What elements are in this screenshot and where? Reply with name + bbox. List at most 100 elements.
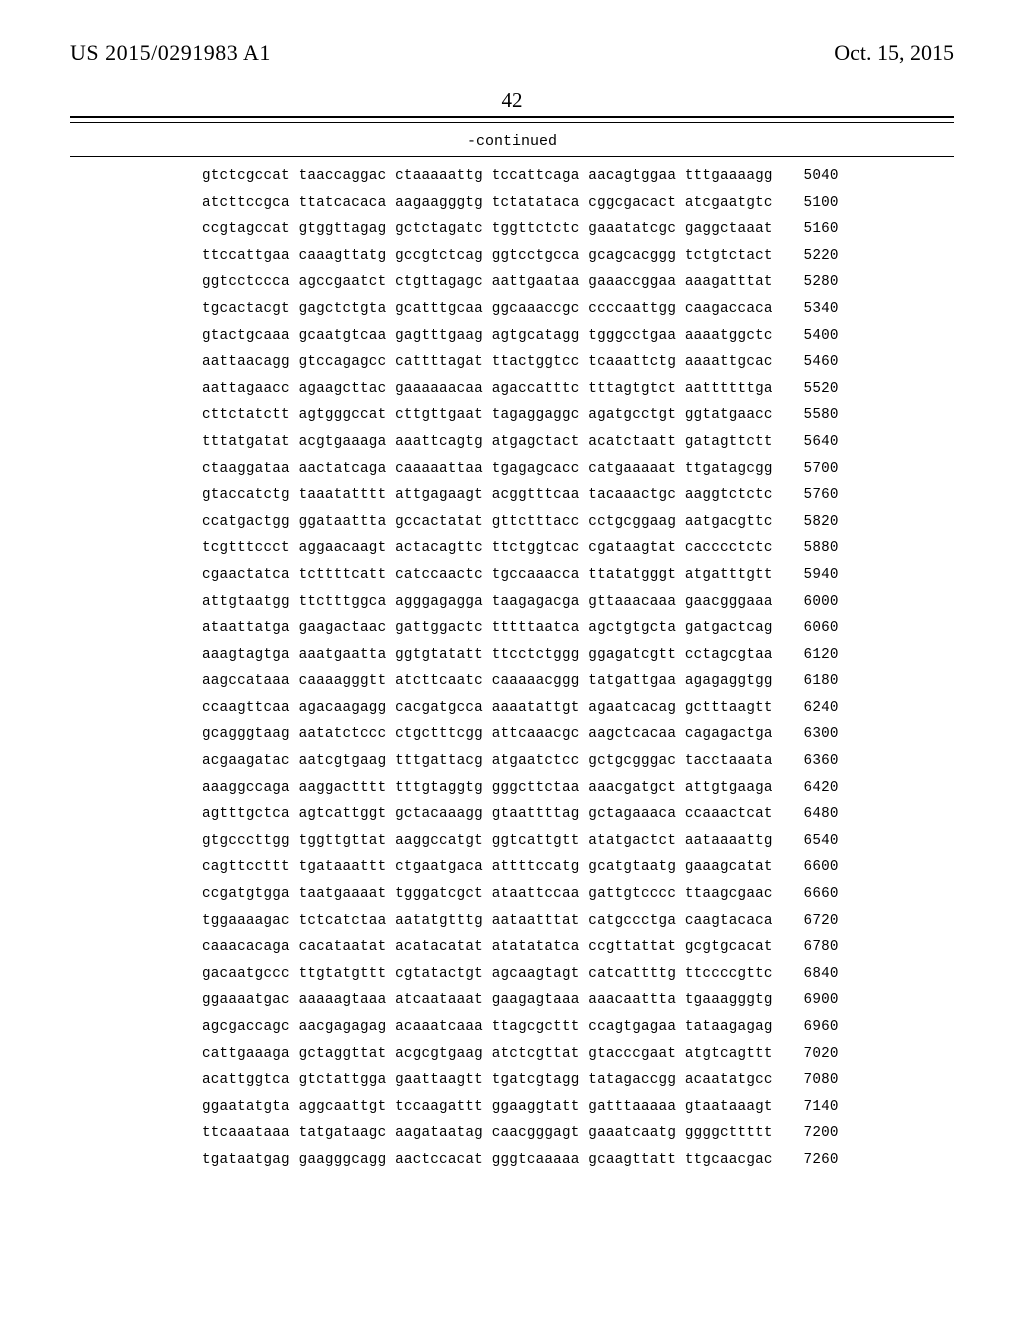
sequence-position: 6060 <box>773 621 839 635</box>
publication-date: Oct. 15, 2015 <box>834 40 954 66</box>
sequence-row: acattggtca gtctattgga gaattaagtt tgatcgt… <box>202 1073 822 1087</box>
sequence-position: 6720 <box>773 914 839 928</box>
sequence-position: 5400 <box>773 329 839 343</box>
sequence-text: tggaaaagac tctcatctaa aatatgtttg aataatt… <box>202 914 773 928</box>
sequence-row: ccgtagccat gtggttagag gctctagatc tggttct… <box>202 222 822 236</box>
header-row: US 2015/0291983 A1 Oct. 15, 2015 <box>70 40 954 66</box>
sequence-row: cagttccttt tgataaattt ctgaatgaca attttcc… <box>202 860 822 874</box>
sequence-text: aattaacagg gtccagagcc cattttagat ttactgg… <box>202 355 773 369</box>
sequence-position: 5340 <box>773 302 839 316</box>
sequence-text: gtaccatctg taaatatttt attgagaagt acggttt… <box>202 488 773 502</box>
sequence-row: ttcaaataaa tatgataagc aagataatag caacggg… <box>202 1126 822 1140</box>
sequence-row: aaagtagtga aaatgaatta ggtgtatatt ttcctct… <box>202 648 822 662</box>
sequence-text: aaagtagtga aaatgaatta ggtgtatatt ttcctct… <box>202 648 773 662</box>
sequence-row: aagccataaa caaaagggtt atcttcaatc caaaaac… <box>202 674 822 688</box>
sequence-position: 5880 <box>773 541 839 555</box>
sequence-text: gtctcgccat taaccaggac ctaaaaattg tccattc… <box>202 169 773 183</box>
sequence-position: 7260 <box>773 1153 839 1167</box>
sequence-row: acgaagatac aatcgtgaag tttgattacg atgaatc… <box>202 754 822 768</box>
sequence-text: gacaatgccc ttgtatgttt cgtatactgt agcaagt… <box>202 967 773 981</box>
sequence-text: gcagggtaag aatatctccc ctgctttcgg attcaaa… <box>202 727 773 741</box>
sequence-text: caaacacaga cacataatat acatacatat atatata… <box>202 940 773 954</box>
sequence-text: atcttccgca ttatcacaca aagaagggtg tctatat… <box>202 196 773 210</box>
sequence-text: gtactgcaaa gcaatgtcaa gagtttgaag agtgcat… <box>202 329 773 343</box>
sequence-text: aaaggccaga aaggactttt tttgtaggtg gggcttc… <box>202 781 773 795</box>
sequence-text: acattggtca gtctattgga gaattaagtt tgatcgt… <box>202 1073 773 1087</box>
sequence-text: cattgaaaga gctaggttat acgcgtgaag atctcgt… <box>202 1047 773 1061</box>
sequence-position: 6660 <box>773 887 839 901</box>
sequence-position: 6840 <box>773 967 839 981</box>
sequence-text: attgtaatgg ttctttggca agggagagga taagaga… <box>202 595 773 609</box>
sequence-row: ggtcctccca agccgaatct ctgttagagc aattgaa… <box>202 275 822 289</box>
continued-label: -continued <box>70 133 954 150</box>
sequence-position: 6240 <box>773 701 839 715</box>
sequence-row: ggaatatgta aggcaattgt tccaagattt ggaaggt… <box>202 1100 822 1114</box>
sequence-row: agtttgctca agtcattggt gctacaaagg gtaattt… <box>202 807 822 821</box>
sequence-position: 7140 <box>773 1100 839 1114</box>
sequence-position: 5820 <box>773 515 839 529</box>
sequence-row: gtactgcaaa gcaatgtcaa gagtttgaag agtgcat… <box>202 329 822 343</box>
sequence-position: 5940 <box>773 568 839 582</box>
sequence-text: ttcaaataaa tatgataagc aagataatag caacggg… <box>202 1126 773 1140</box>
sequence-position: 6360 <box>773 754 839 768</box>
sequence-row: aaaggccaga aaggactttt tttgtaggtg gggcttc… <box>202 781 822 795</box>
sequence-row: gtaccatctg taaatatttt attgagaagt acggttt… <box>202 488 822 502</box>
sequence-row: aattagaacc agaagcttac gaaaaaacaa agaccat… <box>202 382 822 396</box>
sequence-text: ataattatga gaagactaac gattggactc tttttaa… <box>202 621 773 635</box>
sequence-row: cattgaaaga gctaggttat acgcgtgaag atctcgt… <box>202 1047 822 1061</box>
sequence-row: ccgatgtgga taatgaaaat tgggatcgct ataattc… <box>202 887 822 901</box>
sequence-row: atcttccgca ttatcacaca aagaagggtg tctatat… <box>202 196 822 210</box>
sequence-text: cagttccttt tgataaattt ctgaatgaca attttcc… <box>202 860 773 874</box>
sequence-position: 6600 <box>773 860 839 874</box>
sequence-text: tcgtttccct aggaacaagt actacagttc ttctggt… <box>202 541 773 555</box>
sequence-text: tgcactacgt gagctctgta gcatttgcaa ggcaaac… <box>202 302 773 316</box>
sequence-text: cgaactatca tcttttcatt catccaactc tgccaaa… <box>202 568 773 582</box>
sequence-row: ggaaaatgac aaaaagtaaa atcaataaat gaagagt… <box>202 993 822 1007</box>
sequence-row: gcagggtaag aatatctccc ctgctttcgg attcaaa… <box>202 727 822 741</box>
sequence-text: cttctatctt agtgggccat cttgttgaat tagagga… <box>202 408 773 422</box>
sequence-position: 5100 <box>773 196 839 210</box>
sequence-text: agcgaccagc aacgagagag acaaatcaaa ttagcgc… <box>202 1020 773 1034</box>
sequence-position: 5460 <box>773 355 839 369</box>
sequence-position: 5220 <box>773 249 839 263</box>
sequence-row: tgcactacgt gagctctgta gcatttgcaa ggcaaac… <box>202 302 822 316</box>
sequence-listing: gtctcgccat taaccaggac ctaaaaattg tccattc… <box>202 169 822 1180</box>
sequence-text: ggaatatgta aggcaattgt tccaagattt ggaaggt… <box>202 1100 773 1114</box>
sequence-text: aattagaacc agaagcttac gaaaaaacaa agaccat… <box>202 382 773 396</box>
sequence-row: agcgaccagc aacgagagag acaaatcaaa ttagcgc… <box>202 1020 822 1034</box>
sequence-row: cttctatctt agtgggccat cttgttgaat tagagga… <box>202 408 822 422</box>
sequence-text: ccgatgtgga taatgaaaat tgggatcgct ataattc… <box>202 887 773 901</box>
sequence-text: ccgtagccat gtggttagag gctctagatc tggttct… <box>202 222 773 236</box>
sequence-row: ttccattgaa caaagttatg gccgtctcag ggtcctg… <box>202 249 822 263</box>
sequence-position: 5640 <box>773 435 839 449</box>
sequence-position: 5040 <box>773 169 839 183</box>
page-number: 42 <box>502 88 523 113</box>
sequence-wrap: gtctcgccat taaccaggac ctaaaaattg tccattc… <box>70 157 954 1180</box>
sequence-row: ctaaggataa aactatcaga caaaaattaa tgagagc… <box>202 462 822 476</box>
sequence-position: 5280 <box>773 275 839 289</box>
sequence-row: tcgtttccct aggaacaagt actacagttc ttctggt… <box>202 541 822 555</box>
publication-number: US 2015/0291983 A1 <box>70 40 271 66</box>
sequence-row: attgtaatgg ttctttggca agggagagga taagaga… <box>202 595 822 609</box>
sequence-position: 7200 <box>773 1126 839 1140</box>
sequence-position: 6480 <box>773 807 839 821</box>
sequence-position: 6120 <box>773 648 839 662</box>
sequence-text: aagccataaa caaaagggtt atcttcaatc caaaaac… <box>202 674 773 688</box>
sequence-text: ctaaggataa aactatcaga caaaaattaa tgagagc… <box>202 462 773 476</box>
sequence-text: agtttgctca agtcattggt gctacaaagg gtaattt… <box>202 807 773 821</box>
sequence-text: acgaagatac aatcgtgaag tttgattacg atgaatc… <box>202 754 773 768</box>
sequence-row: ccatgactgg ggataattta gccactatat gttcttt… <box>202 515 822 529</box>
sequence-text: tgataatgag gaagggcagg aactccacat gggtcaa… <box>202 1153 773 1167</box>
sequence-position: 7020 <box>773 1047 839 1061</box>
sequence-row: tttatgatat acgtgaaaga aaattcagtg atgagct… <box>202 435 822 449</box>
sequence-row: ataattatga gaagactaac gattggactc tttttaa… <box>202 621 822 635</box>
sequence-text: ccatgactgg ggataattta gccactatat gttcttt… <box>202 515 773 529</box>
sequence-position: 6420 <box>773 781 839 795</box>
sequence-row: cgaactatca tcttttcatt catccaactc tgccaaa… <box>202 568 822 582</box>
sequence-text: gtgcccttgg tggttgttat aaggccatgt ggtcatt… <box>202 834 773 848</box>
sequence-position: 6000 <box>773 595 839 609</box>
sequence-position: 6960 <box>773 1020 839 1034</box>
sequence-row: tggaaaagac tctcatctaa aatatgtttg aataatt… <box>202 914 822 928</box>
sequence-text: ccaagttcaa agacaagagg cacgatgcca aaaatat… <box>202 701 773 715</box>
sequence-text: ggaaaatgac aaaaagtaaa atcaataaat gaagagt… <box>202 993 773 1007</box>
